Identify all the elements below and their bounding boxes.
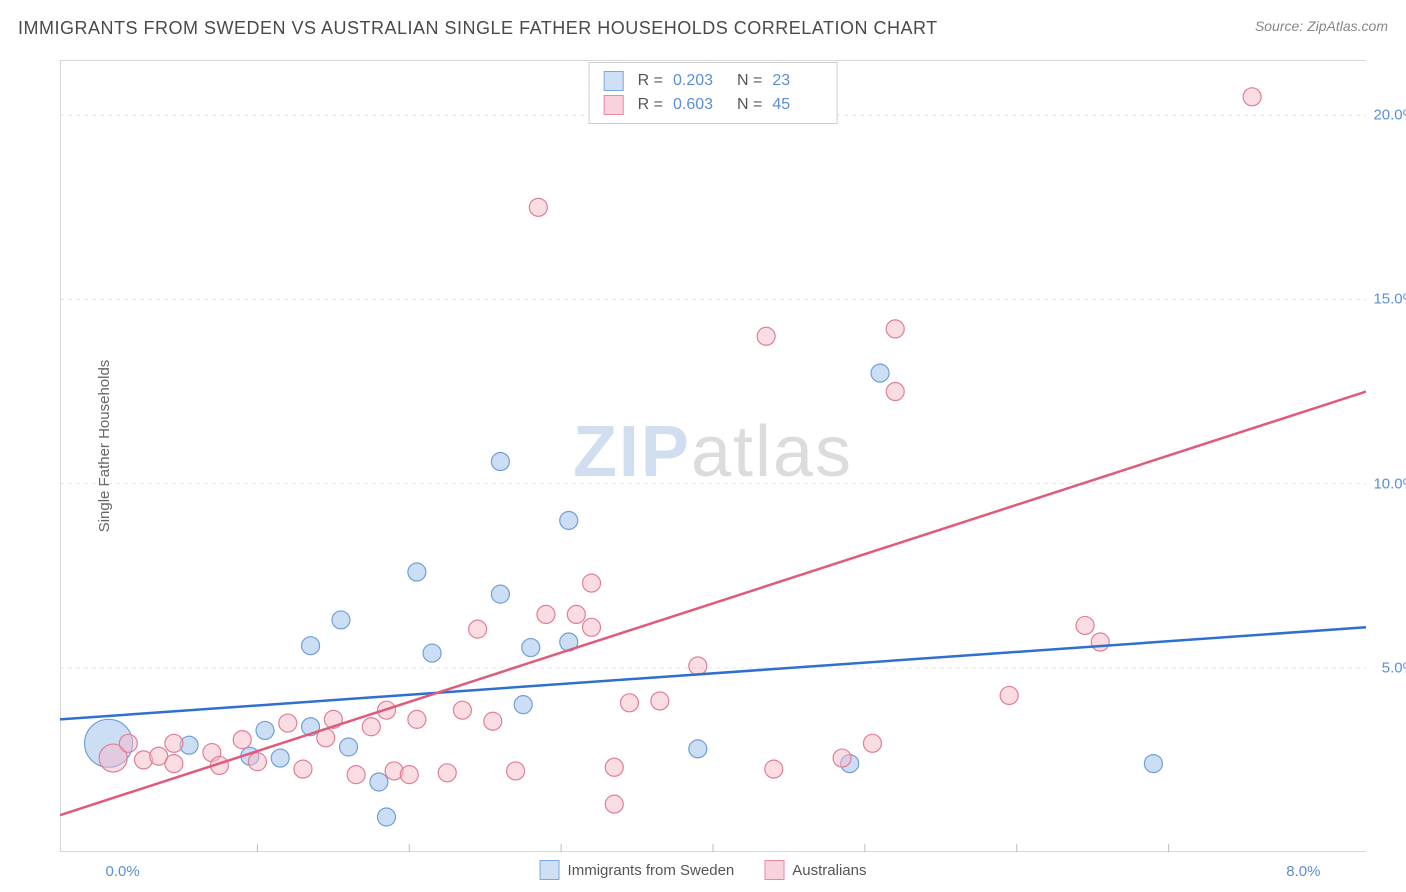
- y-tick-label: 10.0%: [1373, 475, 1406, 492]
- data-point-sweden: [514, 696, 532, 714]
- data-point-australians: [833, 749, 851, 767]
- data-point-australians: [165, 734, 183, 752]
- data-point-sweden: [370, 773, 388, 791]
- trend-line-australians: [60, 392, 1366, 816]
- legend-series-label: Australians: [792, 862, 866, 879]
- data-point-sweden: [302, 637, 320, 655]
- data-point-australians: [765, 760, 783, 778]
- data-point-australians: [1076, 616, 1094, 634]
- data-point-sweden: [378, 808, 396, 826]
- data-point-sweden: [689, 740, 707, 758]
- legend-stats: R = 0.203 N = 23 R = 0.603 N = 45: [589, 62, 838, 124]
- legend-n-value: 45: [772, 96, 822, 114]
- data-point-australians: [605, 795, 623, 813]
- x-tick-label: 8.0%: [1286, 863, 1320, 880]
- legend-series-item: Australians: [764, 860, 866, 880]
- data-point-australians: [484, 712, 502, 730]
- data-point-australians: [362, 718, 380, 736]
- data-point-australians: [294, 760, 312, 778]
- data-point-australians: [469, 620, 487, 638]
- data-point-australians: [886, 383, 904, 401]
- data-point-sweden: [332, 611, 350, 629]
- legend-n-value: 23: [772, 72, 822, 90]
- data-point-australians: [567, 605, 585, 623]
- data-point-sweden: [423, 644, 441, 662]
- data-point-australians: [605, 758, 623, 776]
- data-point-sweden: [1144, 755, 1162, 773]
- data-point-australians: [453, 701, 471, 719]
- data-point-sweden: [491, 585, 509, 603]
- data-point-sweden: [256, 721, 274, 739]
- legend-series-label: Immigrants from Sweden: [568, 862, 735, 879]
- legend-swatch: [604, 71, 624, 91]
- legend-r-value: 0.203: [673, 72, 723, 90]
- legend-series-item: Immigrants from Sweden: [540, 860, 735, 880]
- data-point-australians: [689, 657, 707, 675]
- legend-r-value: 0.603: [673, 96, 723, 114]
- data-point-australians: [507, 762, 525, 780]
- data-point-australians: [529, 198, 547, 216]
- x-tick-label: 0.0%: [106, 863, 140, 880]
- data-point-sweden: [271, 749, 289, 767]
- data-point-australians: [620, 694, 638, 712]
- data-point-australians: [347, 766, 365, 784]
- y-tick-label: 20.0%: [1373, 107, 1406, 124]
- data-point-australians: [1091, 633, 1109, 651]
- legend-stats-row: R = 0.603 N = 45: [604, 93, 823, 117]
- data-point-australians: [400, 766, 418, 784]
- data-point-australians: [651, 692, 669, 710]
- data-point-australians: [583, 574, 601, 592]
- legend-swatch: [764, 860, 784, 880]
- data-point-sweden: [491, 453, 509, 471]
- data-point-australians: [863, 734, 881, 752]
- data-point-australians: [233, 731, 251, 749]
- data-point-australians: [119, 734, 137, 752]
- data-point-sweden: [340, 738, 358, 756]
- data-point-australians: [583, 618, 601, 636]
- data-point-australians: [886, 320, 904, 338]
- data-point-sweden: [560, 511, 578, 529]
- legend-n-label: N =: [737, 96, 762, 114]
- y-tick-label: 15.0%: [1373, 291, 1406, 308]
- chart-source: Source: ZipAtlas.com: [1255, 18, 1388, 34]
- data-point-australians: [279, 714, 297, 732]
- chart-container: R =0.203N =23R =0.603N =45 ZIPatlas 5.0%…: [60, 60, 1366, 852]
- data-point-australians: [1000, 686, 1018, 704]
- data-point-sweden: [408, 563, 426, 581]
- trend-line-sweden: [60, 627, 1366, 719]
- data-point-australians: [537, 605, 555, 623]
- data-point-australians: [248, 753, 266, 771]
- header: IMMIGRANTS FROM SWEDEN VS AUSTRALIAN SIN…: [18, 18, 1388, 39]
- legend-bottom: Immigrants from Sweden Australians: [540, 860, 867, 880]
- data-point-australians: [165, 755, 183, 773]
- legend-n-label: N =: [737, 72, 762, 90]
- scatter-plot: [60, 60, 1366, 852]
- data-point-australians: [438, 764, 456, 782]
- chart-title: IMMIGRANTS FROM SWEDEN VS AUSTRALIAN SIN…: [18, 18, 938, 39]
- data-point-sweden: [522, 639, 540, 657]
- data-point-sweden: [871, 364, 889, 382]
- data-point-australians: [757, 327, 775, 345]
- legend-stats-row: R = 0.203 N = 23: [604, 69, 823, 93]
- legend-swatch: [604, 95, 624, 115]
- legend-r-label: R =: [638, 96, 663, 114]
- legend-r-label: R =: [638, 72, 663, 90]
- data-point-australians: [408, 710, 426, 728]
- data-point-australians: [1243, 88, 1261, 106]
- y-tick-label: 5.0%: [1382, 659, 1406, 676]
- legend-swatch: [540, 860, 560, 880]
